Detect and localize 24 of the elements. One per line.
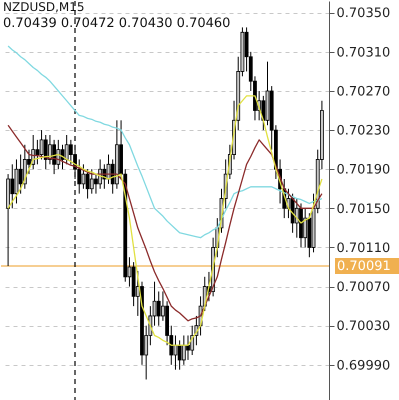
candlestick [10,164,14,209]
candlestick [60,144,64,170]
candlestick [52,139,56,175]
candlestick [178,340,182,370]
y-tick-label: 0.70350 [336,6,390,22]
annotation: 0.70439 0.70472 0.70430 0.70460 [3,16,230,31]
candlestick [18,154,23,194]
y-tick-label: 0.70150 [336,202,390,217]
y-tick-label: 0.70190 [336,162,390,178]
candlestick [156,290,161,326]
y-tick-label: 0.70310 [336,45,390,60]
ref-line-label: 0.70091 [337,259,391,274]
y-tick-label: 0.69990 [336,358,390,374]
candlestick [82,164,86,190]
y-tick-label: 0.70230 [336,124,390,139]
chart-title: NZDUSD,M15 [3,0,85,14]
y-tick-label: 0.70270 [336,84,390,100]
y-tick-label: 0.70070 [336,280,390,296]
y-tick-label: 0.70030 [336,319,390,334]
y-tick-label: 0.70110 [336,240,390,256]
candlestick [86,168,90,200]
candlestick [48,134,52,165]
candlestick [186,334,190,360]
candlestick [35,139,40,165]
